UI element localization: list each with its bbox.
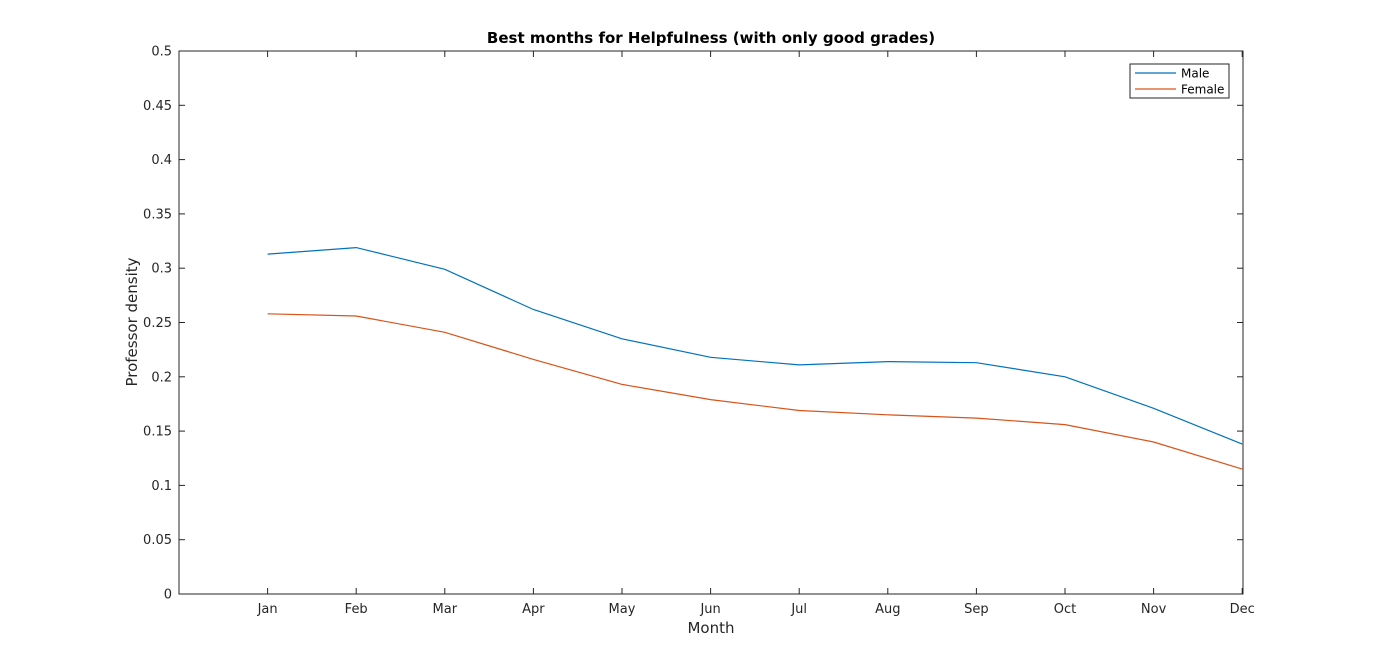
- series-line-male: [267, 246, 1243, 445]
- y-tick-label: 0.5: [151, 45, 172, 60]
- y-tick-label: 0.25: [143, 316, 172, 331]
- y-tick-label: 0.45: [143, 99, 172, 114]
- x-tick-label: Aug: [875, 602, 900, 617]
- y-tick-label: 0.4: [151, 153, 172, 168]
- y-tick-label: 0.2: [151, 370, 172, 385]
- y-tick-label: 0.15: [143, 425, 172, 440]
- legend-box: [1129, 63, 1230, 99]
- legend-label-female: Female: [1181, 83, 1224, 97]
- x-tick-label: Nov: [1141, 602, 1167, 617]
- x-tick-label: Sep: [964, 602, 989, 617]
- y-tick-label: 0.05: [143, 533, 172, 548]
- x-tick-label: Jun: [699, 602, 720, 617]
- x-tick-label: Apr: [522, 602, 545, 617]
- y-tick-label: 0.35: [143, 207, 172, 222]
- legend-label-male: Male: [1181, 67, 1209, 81]
- x-tick-label: Dec: [1230, 602, 1255, 617]
- legend: Male Female: [1129, 63, 1230, 99]
- y-tick-label: 0.1: [151, 479, 172, 494]
- x-tick-label: Feb: [345, 602, 368, 617]
- chart-title: Best months for Helpfulness (with only g…: [487, 29, 935, 47]
- plot-area: [178, 50, 1244, 595]
- x-tick-label: Oct: [1054, 602, 1076, 617]
- series-lines: [267, 246, 1243, 470]
- x-axis: Jan Feb Mar Apr May Jun Jul Aug Sep Oct Nov Dec: [257, 51, 1255, 617]
- x-tick-label: Jan: [257, 602, 278, 617]
- x-axis-label: Month: [687, 619, 734, 637]
- y-axis: 0 0.05 0.1 0.15 0.2 0.25 0.3 0.35 0.4 0.45 0.5: [143, 45, 1243, 603]
- y-axis-label: Professor density: [123, 257, 141, 386]
- x-tick-label: May: [609, 602, 636, 617]
- x-tick-label: Jul: [790, 602, 807, 617]
- y-tick-label: 0: [164, 588, 172, 603]
- x-tick-label: Mar: [433, 602, 458, 617]
- y-tick-label: 0.3: [151, 262, 172, 277]
- series-line-female: [267, 313, 1243, 470]
